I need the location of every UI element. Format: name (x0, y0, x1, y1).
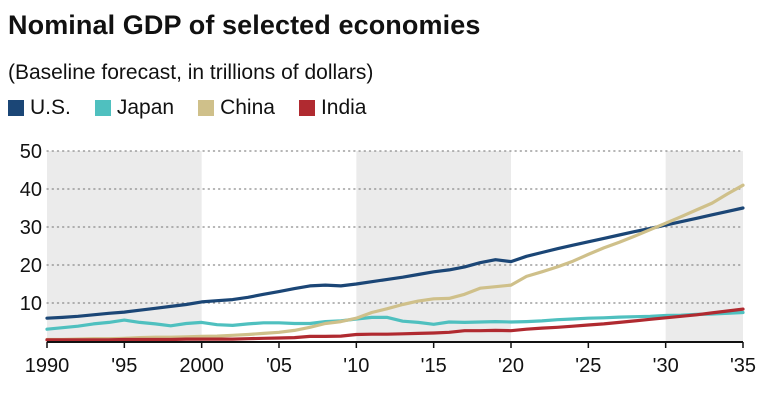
chart-subtitle: (Baseline forecast, in trillions of doll… (8, 61, 374, 84)
legend-item-china: China (198, 96, 275, 120)
y-tick-label-40: 40 (20, 179, 42, 201)
legend-item-us: U.S. (8, 96, 71, 120)
x-tick-label-2025: '25 (575, 355, 601, 377)
legend-swatch-china (198, 100, 215, 116)
series-line-us (45, 206, 745, 320)
chart-title: Nominal GDP of selected economies (8, 10, 481, 40)
series-line-japan (45, 310, 745, 331)
legend-swatch-us (8, 100, 24, 116)
legend-label-japan: Japan (116, 96, 175, 119)
x-tick-label-2000: 2000 (179, 355, 224, 377)
chart-legend: U.S. Japan China India (8, 96, 390, 120)
legend-swatch-india (298, 100, 315, 116)
legend-label-us: U.S. (30, 96, 71, 119)
shaded-band-2 (356, 151, 511, 341)
x-tick-label-2035: '35 (730, 355, 756, 377)
x-tick-label-1990: 1990 (25, 355, 70, 377)
y-tick-label-30: 30 (20, 217, 42, 239)
legend-swatch-japan (94, 100, 111, 116)
series-line-india (45, 307, 745, 342)
series-line-china (45, 183, 745, 342)
legend-item-india: India (298, 96, 367, 120)
x-tick-label-1995: '95 (111, 355, 137, 377)
y-tick-label-10: 10 (20, 293, 42, 315)
shaded-band-1 (47, 151, 202, 341)
legend-label-india: India (320, 96, 367, 119)
x-tick-label-2010: '10 (343, 355, 369, 377)
x-tick-label-2020: '20 (498, 355, 524, 377)
x-tick-label-2005: '05 (266, 355, 292, 377)
x-tick-label-2015: '15 (421, 355, 447, 377)
legend-label-china: China (220, 96, 275, 119)
legend-item-japan: Japan (94, 96, 175, 120)
y-tick-label-50: 50 (20, 141, 42, 163)
y-tick-label-20: 20 (20, 255, 42, 277)
x-tick-label-2030: '30 (653, 355, 679, 377)
